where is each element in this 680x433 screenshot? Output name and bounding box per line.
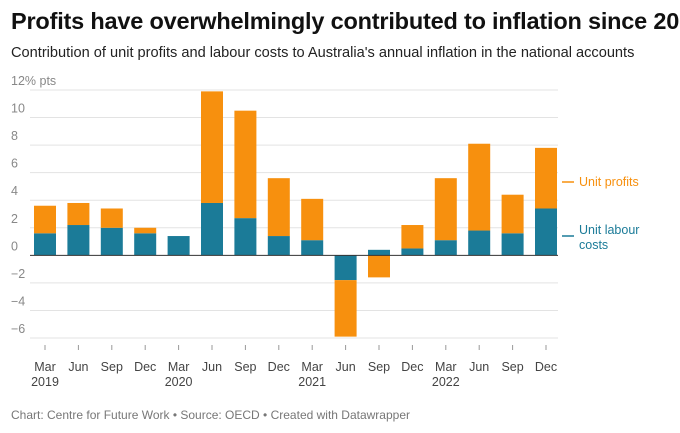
bar-unit-profits (401, 225, 424, 249)
x-tick-year: 2022 (432, 375, 460, 389)
x-tick-year: 2019 (31, 375, 59, 389)
bar-unit-profits (334, 280, 357, 337)
chart-title: Profits have overwhelmingly contributed … (11, 8, 680, 34)
x-tick-label: Mar (168, 360, 190, 374)
y-tick-label: 0 (11, 239, 18, 253)
y-axis-ticks: −6 −4 −2 0 2 4 6 8 10 12% pts (11, 74, 56, 336)
bar-unit-labour-costs (368, 249, 390, 256)
x-tick-label: Dec (268, 360, 290, 374)
bar-unit-labour-costs (234, 218, 257, 256)
bar-unit-profits (468, 143, 491, 231)
bar-unit-profits (368, 255, 390, 278)
bar-unit-labour-costs (134, 233, 157, 256)
gridlines (30, 89, 558, 339)
bar-unit-profits (301, 198, 324, 241)
legend-label-unit-profits: Unit profits (579, 175, 639, 189)
bar-unit-labour-costs (34, 233, 56, 256)
y-tick-label: 2 (11, 212, 18, 226)
x-tick-label: Mar (301, 360, 323, 374)
legend-label-unit-labour-costs: Unit labour (579, 223, 639, 237)
bar-unit-profits (234, 110, 257, 219)
bar-unit-labour-costs (434, 240, 457, 256)
legend-label-unit-labour-costs: costs (579, 238, 608, 252)
bar-unit-profits (201, 91, 223, 203)
bar-unit-profits (434, 178, 457, 241)
x-tick-label: Sep (101, 360, 123, 374)
x-tick-year: 2020 (165, 375, 193, 389)
x-tick-label: Dec (134, 360, 156, 374)
x-tick-label: Sep (501, 360, 523, 374)
bar-unit-labour-costs (401, 248, 424, 256)
bar-unit-labour-costs (201, 202, 223, 256)
chart-footer: Chart: Centre for Future Work • Source: … (11, 408, 410, 422)
x-tick-label: Dec (535, 360, 557, 374)
y-tick-label: −2 (11, 267, 25, 281)
x-tick-label: Jun (68, 360, 88, 374)
x-tick-year: 2021 (298, 375, 326, 389)
chart-subtitle: Contribution of unit profits and labour … (11, 45, 635, 61)
y-tick-label: −4 (11, 294, 25, 308)
bar-unit-labour-costs (67, 225, 90, 256)
bar-unit-labour-costs (468, 230, 491, 256)
x-tick-label: Jun (202, 360, 222, 374)
bar-unit-labour-costs (267, 236, 290, 256)
bar-unit-profits (67, 202, 90, 226)
x-tick-label: Mar (34, 360, 56, 374)
bar-unit-profits (267, 178, 290, 237)
y-tick-label: 10 (11, 102, 25, 116)
bar-unit-labour-costs (100, 227, 123, 256)
bar-unit-profits (34, 205, 56, 234)
bars (34, 91, 557, 337)
y-tick-label: 8 (11, 129, 18, 143)
y-tick-label: 4 (11, 184, 18, 198)
x-tick-label: Dec (401, 360, 423, 374)
x-tick-label: Mar (435, 360, 457, 374)
bar-unit-labour-costs (167, 236, 190, 256)
y-tick-label: 6 (11, 157, 18, 171)
bar-unit-labour-costs (301, 240, 324, 256)
x-tick-label: Jun (469, 360, 489, 374)
bar-unit-profits (134, 227, 157, 234)
y-tick-label: 12% pts (11, 74, 56, 88)
bar-unit-profits (501, 194, 524, 234)
y-tick-label: −6 (11, 322, 25, 336)
bar-unit-labour-costs (334, 255, 357, 281)
bar-unit-profits (100, 208, 123, 228)
x-tick-label: Jun (336, 360, 356, 374)
bar-unit-profits (535, 147, 557, 209)
bar-unit-labour-costs (501, 233, 524, 256)
x-tick-label: Sep (234, 360, 256, 374)
bar-unit-labour-costs (535, 208, 557, 256)
x-tick-label: Sep (368, 360, 390, 374)
